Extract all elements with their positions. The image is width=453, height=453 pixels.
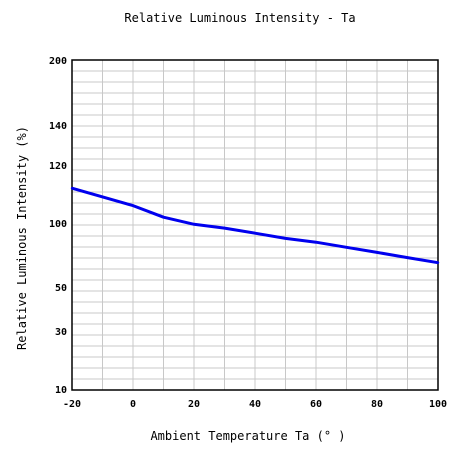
data-point [162, 216, 165, 219]
x-tick-label: 80 [371, 399, 383, 410]
y-axis-title: Relative Luminous Intensity (%) [15, 126, 29, 350]
data-point [284, 237, 287, 240]
series-layer [70, 186, 440, 265]
x-tick-label: 20 [188, 399, 200, 410]
x-tick-label: -20 [63, 399, 81, 410]
data-point [406, 256, 409, 259]
data-point [131, 204, 135, 207]
data-point [223, 226, 226, 230]
data-point [70, 187, 74, 190]
y-tick-label: 10 [55, 385, 67, 396]
plot-frame [71, 59, 439, 391]
y-tick-label: 140 [49, 121, 67, 132]
chart-title: Relative Luminous Intensity - Ta [124, 11, 355, 25]
series-line [71, 186, 439, 265]
data-point [436, 261, 440, 264]
data-point [375, 251, 379, 254]
data-point [345, 246, 348, 249]
y-axis-ticks: 10 30 50 100 120 140 200 [49, 56, 67, 396]
data-point [253, 232, 257, 235]
y-tick-label: 30 [55, 327, 67, 338]
data-point [192, 223, 196, 226]
grid [72, 60, 438, 390]
plot-area [70, 59, 440, 391]
x-tick-label: 100 [429, 399, 447, 410]
x-tick-label: 40 [249, 399, 261, 410]
y-tick-label: 100 [49, 219, 67, 230]
data-point [314, 241, 318, 244]
y-tick-label: 120 [49, 161, 67, 172]
x-axis-ticks: -20 0 20 40 60 80 100 [63, 399, 447, 410]
y-tick-label: 50 [55, 283, 67, 294]
x-tick-label: 60 [310, 399, 322, 410]
x-axis-title: Ambient Temperature Ta (° ) [150, 429, 345, 443]
x-tick-label: 0 [130, 399, 136, 410]
y-tick-label: 200 [49, 56, 67, 67]
